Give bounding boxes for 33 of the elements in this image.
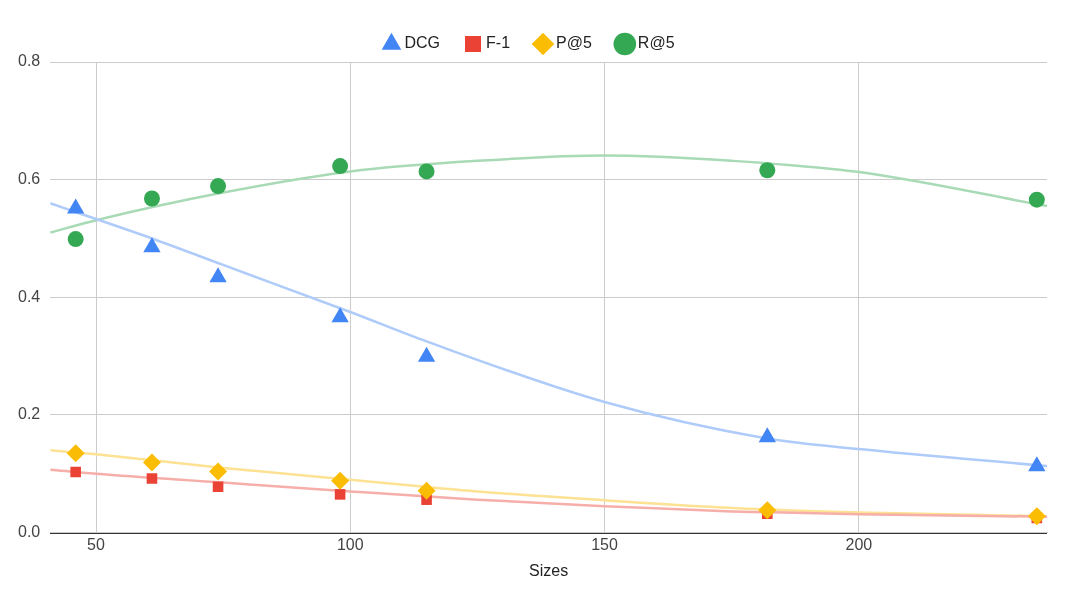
point <box>417 481 436 500</box>
point <box>1028 191 1045 208</box>
x-tick-label: 50 <box>87 535 106 553</box>
point <box>142 453 161 472</box>
point <box>418 163 435 180</box>
legend-label: F-1 <box>486 34 511 52</box>
point <box>334 489 346 500</box>
point <box>209 462 228 481</box>
point <box>143 190 160 207</box>
x-tick-label: 100 <box>336 535 364 553</box>
x-axis-title: Sizes <box>529 561 569 579</box>
y-tick-label: 0.8 <box>17 52 41 70</box>
point <box>67 231 84 248</box>
y-tick-label: 0.6 <box>17 170 41 188</box>
point <box>1027 507 1046 526</box>
point <box>332 158 349 175</box>
point <box>331 471 350 490</box>
y-tick-label: 0.4 <box>17 287 41 305</box>
point <box>66 444 85 463</box>
point <box>146 473 158 484</box>
point <box>210 178 227 195</box>
point <box>758 501 777 520</box>
legend-label: R@5 <box>637 34 675 52</box>
point <box>759 162 776 179</box>
legend-label: DCG <box>404 34 441 52</box>
y-tick-label: 0.2 <box>17 405 41 423</box>
point <box>70 466 81 478</box>
x-tick-label: 200 <box>845 535 873 553</box>
point <box>212 481 224 493</box>
legend-label: P@5 <box>556 34 592 52</box>
y-tick-label: 0.0 <box>17 523 41 541</box>
x-tick-label: 150 <box>591 535 619 553</box>
line-series <box>50 154 1047 234</box>
